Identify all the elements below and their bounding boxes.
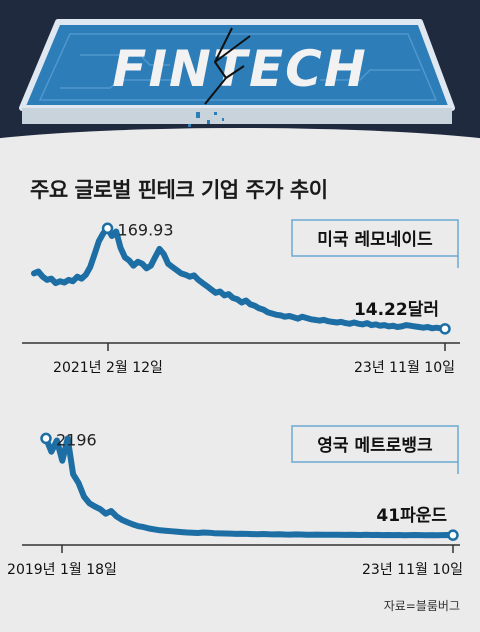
fintech-banner-illustration: FINTECH [0,0,480,160]
end-label: 41파운드 [376,506,447,526]
end-label: 14.22달러 [354,299,439,320]
x-tick-label-end: 23년 11월 10일 [354,360,455,376]
card-shape [19,19,455,124]
peak-label: 169.93 [118,220,174,239]
x-tick-label-start: 2021년 2월 12일 [53,360,163,376]
chart-title: 주요 글로벌 핀테크 기업 주가 추이 [30,178,328,202]
end-marker [439,323,451,335]
series-name-box [291,219,459,257]
crack-lines [204,27,251,105]
series-name: 영국 메트로뱅크 [317,436,433,456]
peak-marker [40,432,52,445]
series-line [43,435,456,539]
chart-metrobank: 2196 41파운드 영국 메트로뱅크 2019년 1월 18일 23년 11월 10일 [7,425,463,578]
peak-label: 2196 [56,430,97,449]
series-name-box [291,425,459,463]
chart-lemonade: 169.93 14.22달러 미국 레모네이드 2021년 2월 12일 23년 11월… [22,219,460,376]
x-tick-label-start: 2019년 1월 18일 [7,562,117,578]
series-name: 미국 레모네이드 [317,230,433,250]
shards [188,112,224,127]
source-note: 자료=블룸버그 [383,599,460,613]
x-tick-label-end: 23년 11월 10일 [362,562,463,578]
peak-marker [101,222,114,235]
series-line [31,225,448,332]
end-marker [447,529,459,541]
